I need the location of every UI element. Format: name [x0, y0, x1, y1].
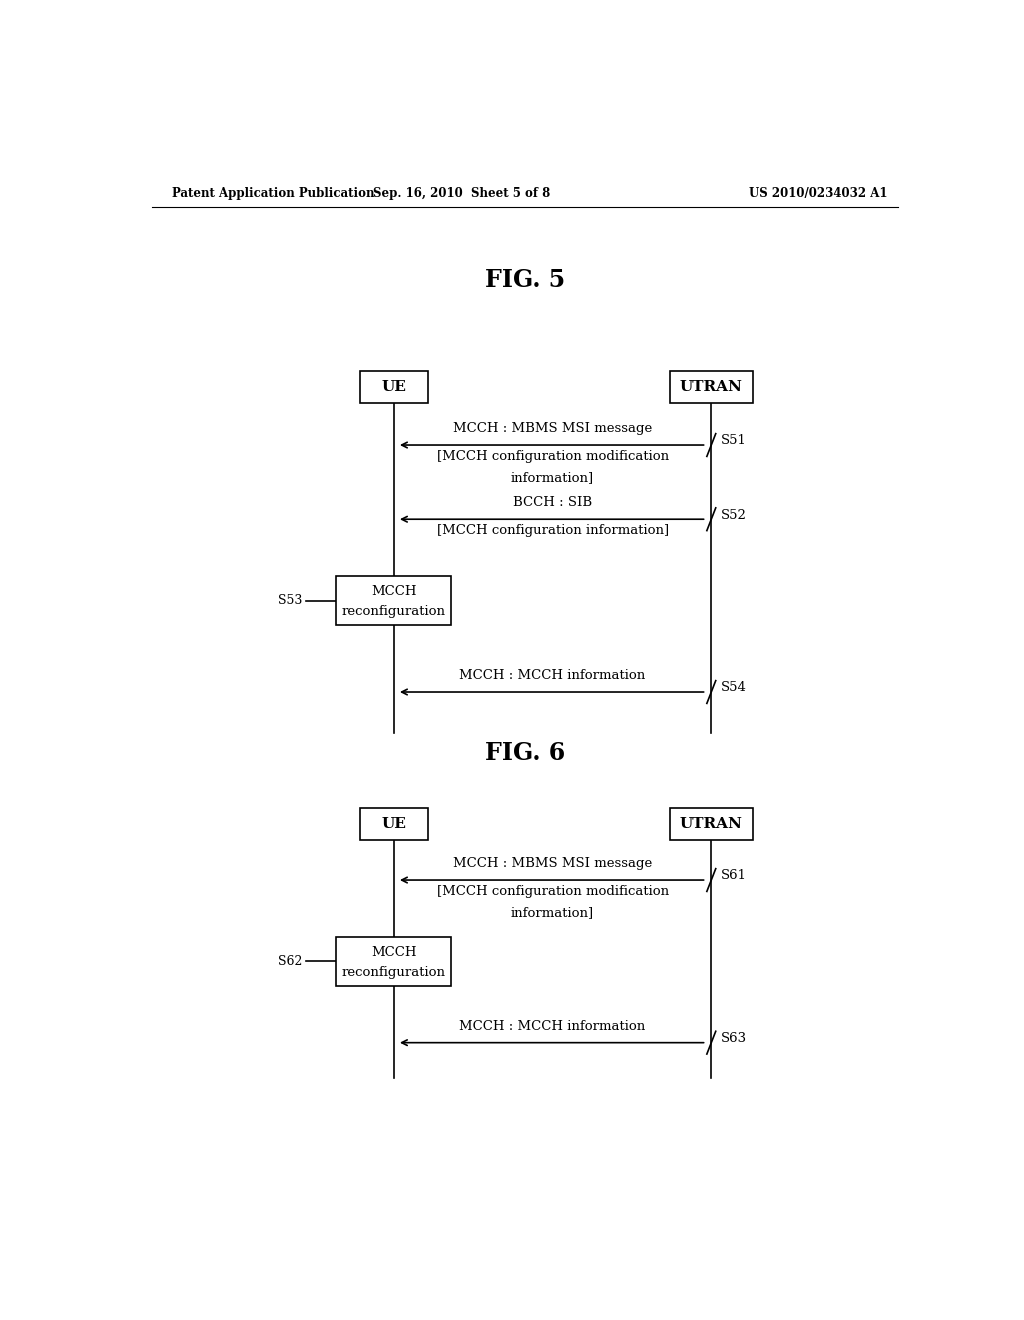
Text: Patent Application Publication: Patent Application Publication [172, 187, 374, 201]
Text: information]: information] [511, 471, 594, 484]
Text: UE: UE [381, 817, 407, 832]
FancyBboxPatch shape [670, 371, 753, 404]
FancyBboxPatch shape [336, 576, 452, 624]
Text: UTRAN: UTRAN [680, 817, 742, 832]
Text: information]: information] [511, 907, 594, 920]
Text: MCCH : MBMS MSI message: MCCH : MBMS MSI message [453, 857, 652, 870]
Text: MCCH : MCCH information: MCCH : MCCH information [460, 1019, 646, 1032]
Text: S53: S53 [278, 594, 302, 607]
Text: S51: S51 [721, 434, 746, 447]
Text: [MCCH configuration modification: [MCCH configuration modification [436, 450, 669, 463]
Text: S52: S52 [721, 508, 746, 521]
Text: MCCH: MCCH [371, 585, 417, 598]
Text: UTRAN: UTRAN [680, 380, 742, 395]
Text: reconfiguration: reconfiguration [342, 605, 445, 618]
Text: reconfiguration: reconfiguration [342, 966, 445, 979]
Text: BCCH : SIB: BCCH : SIB [513, 496, 592, 510]
Text: [MCCH configuration modification: [MCCH configuration modification [436, 886, 669, 898]
Text: S63: S63 [721, 1032, 746, 1045]
FancyBboxPatch shape [670, 808, 753, 841]
FancyBboxPatch shape [360, 808, 428, 841]
Text: MCCH: MCCH [371, 945, 417, 958]
FancyBboxPatch shape [360, 371, 428, 404]
Text: S54: S54 [721, 681, 746, 694]
Text: S62: S62 [278, 954, 302, 968]
Text: UE: UE [381, 380, 407, 395]
Text: US 2010/0234032 A1: US 2010/0234032 A1 [750, 187, 888, 201]
Text: MCCH : MBMS MSI message: MCCH : MBMS MSI message [453, 422, 652, 434]
Text: [MCCH configuration information]: [MCCH configuration information] [436, 524, 669, 537]
Text: FIG. 5: FIG. 5 [484, 268, 565, 292]
FancyBboxPatch shape [336, 937, 452, 986]
Text: FIG. 6: FIG. 6 [484, 741, 565, 766]
Text: Sep. 16, 2010  Sheet 5 of 8: Sep. 16, 2010 Sheet 5 of 8 [373, 187, 550, 201]
Text: S61: S61 [721, 870, 746, 883]
Text: MCCH : MCCH information: MCCH : MCCH information [460, 669, 646, 682]
